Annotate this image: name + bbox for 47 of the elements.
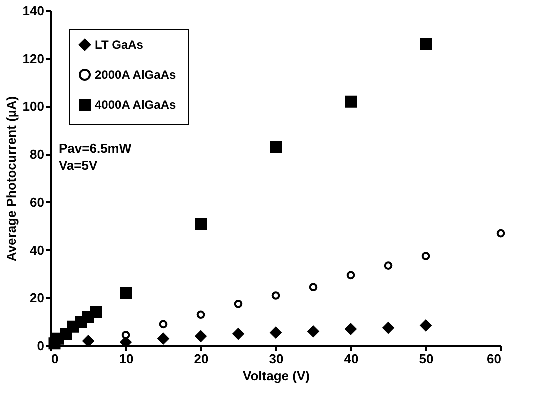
point [159,320,168,329]
point [82,335,94,347]
point [232,328,244,340]
point [270,141,282,154]
point [346,271,356,280]
point [195,218,207,230]
point [270,327,282,339]
point [272,292,280,300]
point [90,306,102,318]
point [420,320,432,332]
point [422,252,430,260]
point [120,287,132,300]
point [384,262,393,270]
point [234,300,243,308]
x-axis-title: Voltage (V) [243,368,310,384]
point [382,322,394,334]
legend-label: 2000A AlGaAs [95,68,176,82]
point [496,229,506,238]
y-axis-title: Average Photocurrent (µA) [4,96,19,262]
x-tick-label: 0 [52,352,59,366]
point [420,38,432,50]
x-tick-label: 20 [194,352,209,366]
y-tick-label: 80 [30,147,44,162]
point [195,330,207,342]
y-tick-label: 0 [37,338,44,354]
x-tick-label: 10 [119,352,134,366]
annotation: Va=5V [59,158,98,173]
y-tick-label: 100 [22,99,44,114]
point [196,310,206,320]
point [308,326,320,338]
x-tick-label: 40 [344,352,359,366]
y-tick-label: 40 [30,242,44,258]
legend-label: 4000A AlGaAs [95,98,176,112]
x-tick-label: 50 [419,352,434,366]
point [122,331,130,340]
point [309,283,318,292]
y-tick-label: 60 [30,194,44,210]
x-tick-label: 60 [487,352,502,366]
point [158,333,170,345]
x-tick-label: 30 [269,352,284,366]
y-tick-label: 140 [22,4,44,18]
y-tick-label: 20 [30,290,44,306]
annotation: Pav=6.5mW [59,141,132,156]
point [345,96,357,108]
legend-label: LT GaAs [95,38,144,52]
y-tick-label: 120 [22,51,44,66]
point [345,324,357,335]
